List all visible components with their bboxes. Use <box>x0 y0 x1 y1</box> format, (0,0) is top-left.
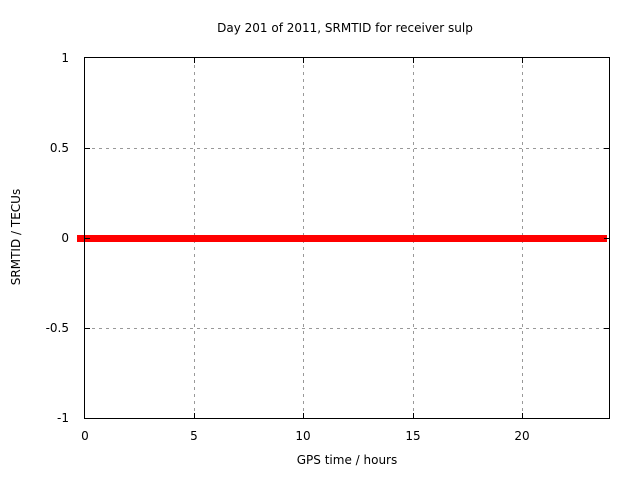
data-line-srmtid <box>77 234 607 242</box>
y-tick-mark <box>604 328 609 329</box>
gridline-horizontal <box>85 148 609 149</box>
x-tick-mark <box>194 58 195 63</box>
x-tick-mark <box>522 413 523 418</box>
y-tick-mark <box>85 328 90 329</box>
x-tick-mark <box>522 58 523 63</box>
gridline-horizontal <box>85 328 609 329</box>
x-tick-mark <box>303 58 304 63</box>
x-tick-mark <box>194 413 195 418</box>
y-tick-label: 0.5 <box>49 141 69 155</box>
y-tick-mark <box>85 238 90 239</box>
y-tick-label: 1 <box>61 51 69 65</box>
x-tick-label: 5 <box>190 429 198 443</box>
y-tick-mark <box>604 238 609 239</box>
plot-canvas: 0 5 10 15 20 -1 -0.5 0 0.5 1 <box>46 51 609 443</box>
y-tick-mark <box>604 148 609 149</box>
x-tick-mark <box>413 58 414 63</box>
x-tick-mark <box>303 413 304 418</box>
y-tick-label: 0 <box>61 231 69 245</box>
x-tick-label: 10 <box>295 429 311 443</box>
x-tick-label: 20 <box>514 429 530 443</box>
y-tick-label: -1 <box>57 411 69 425</box>
y-tick-mark <box>85 148 90 149</box>
y-tick-label: -0.5 <box>45 321 69 335</box>
x-axis-title: GPS time / hours <box>296 453 398 467</box>
x-tick-label: 15 <box>405 429 421 443</box>
chart-title: Day 201 of 2011, SRMTID for receiver sul… <box>217 21 473 35</box>
x-tick-mark <box>413 413 414 418</box>
x-tick-label: 0 <box>81 429 89 443</box>
